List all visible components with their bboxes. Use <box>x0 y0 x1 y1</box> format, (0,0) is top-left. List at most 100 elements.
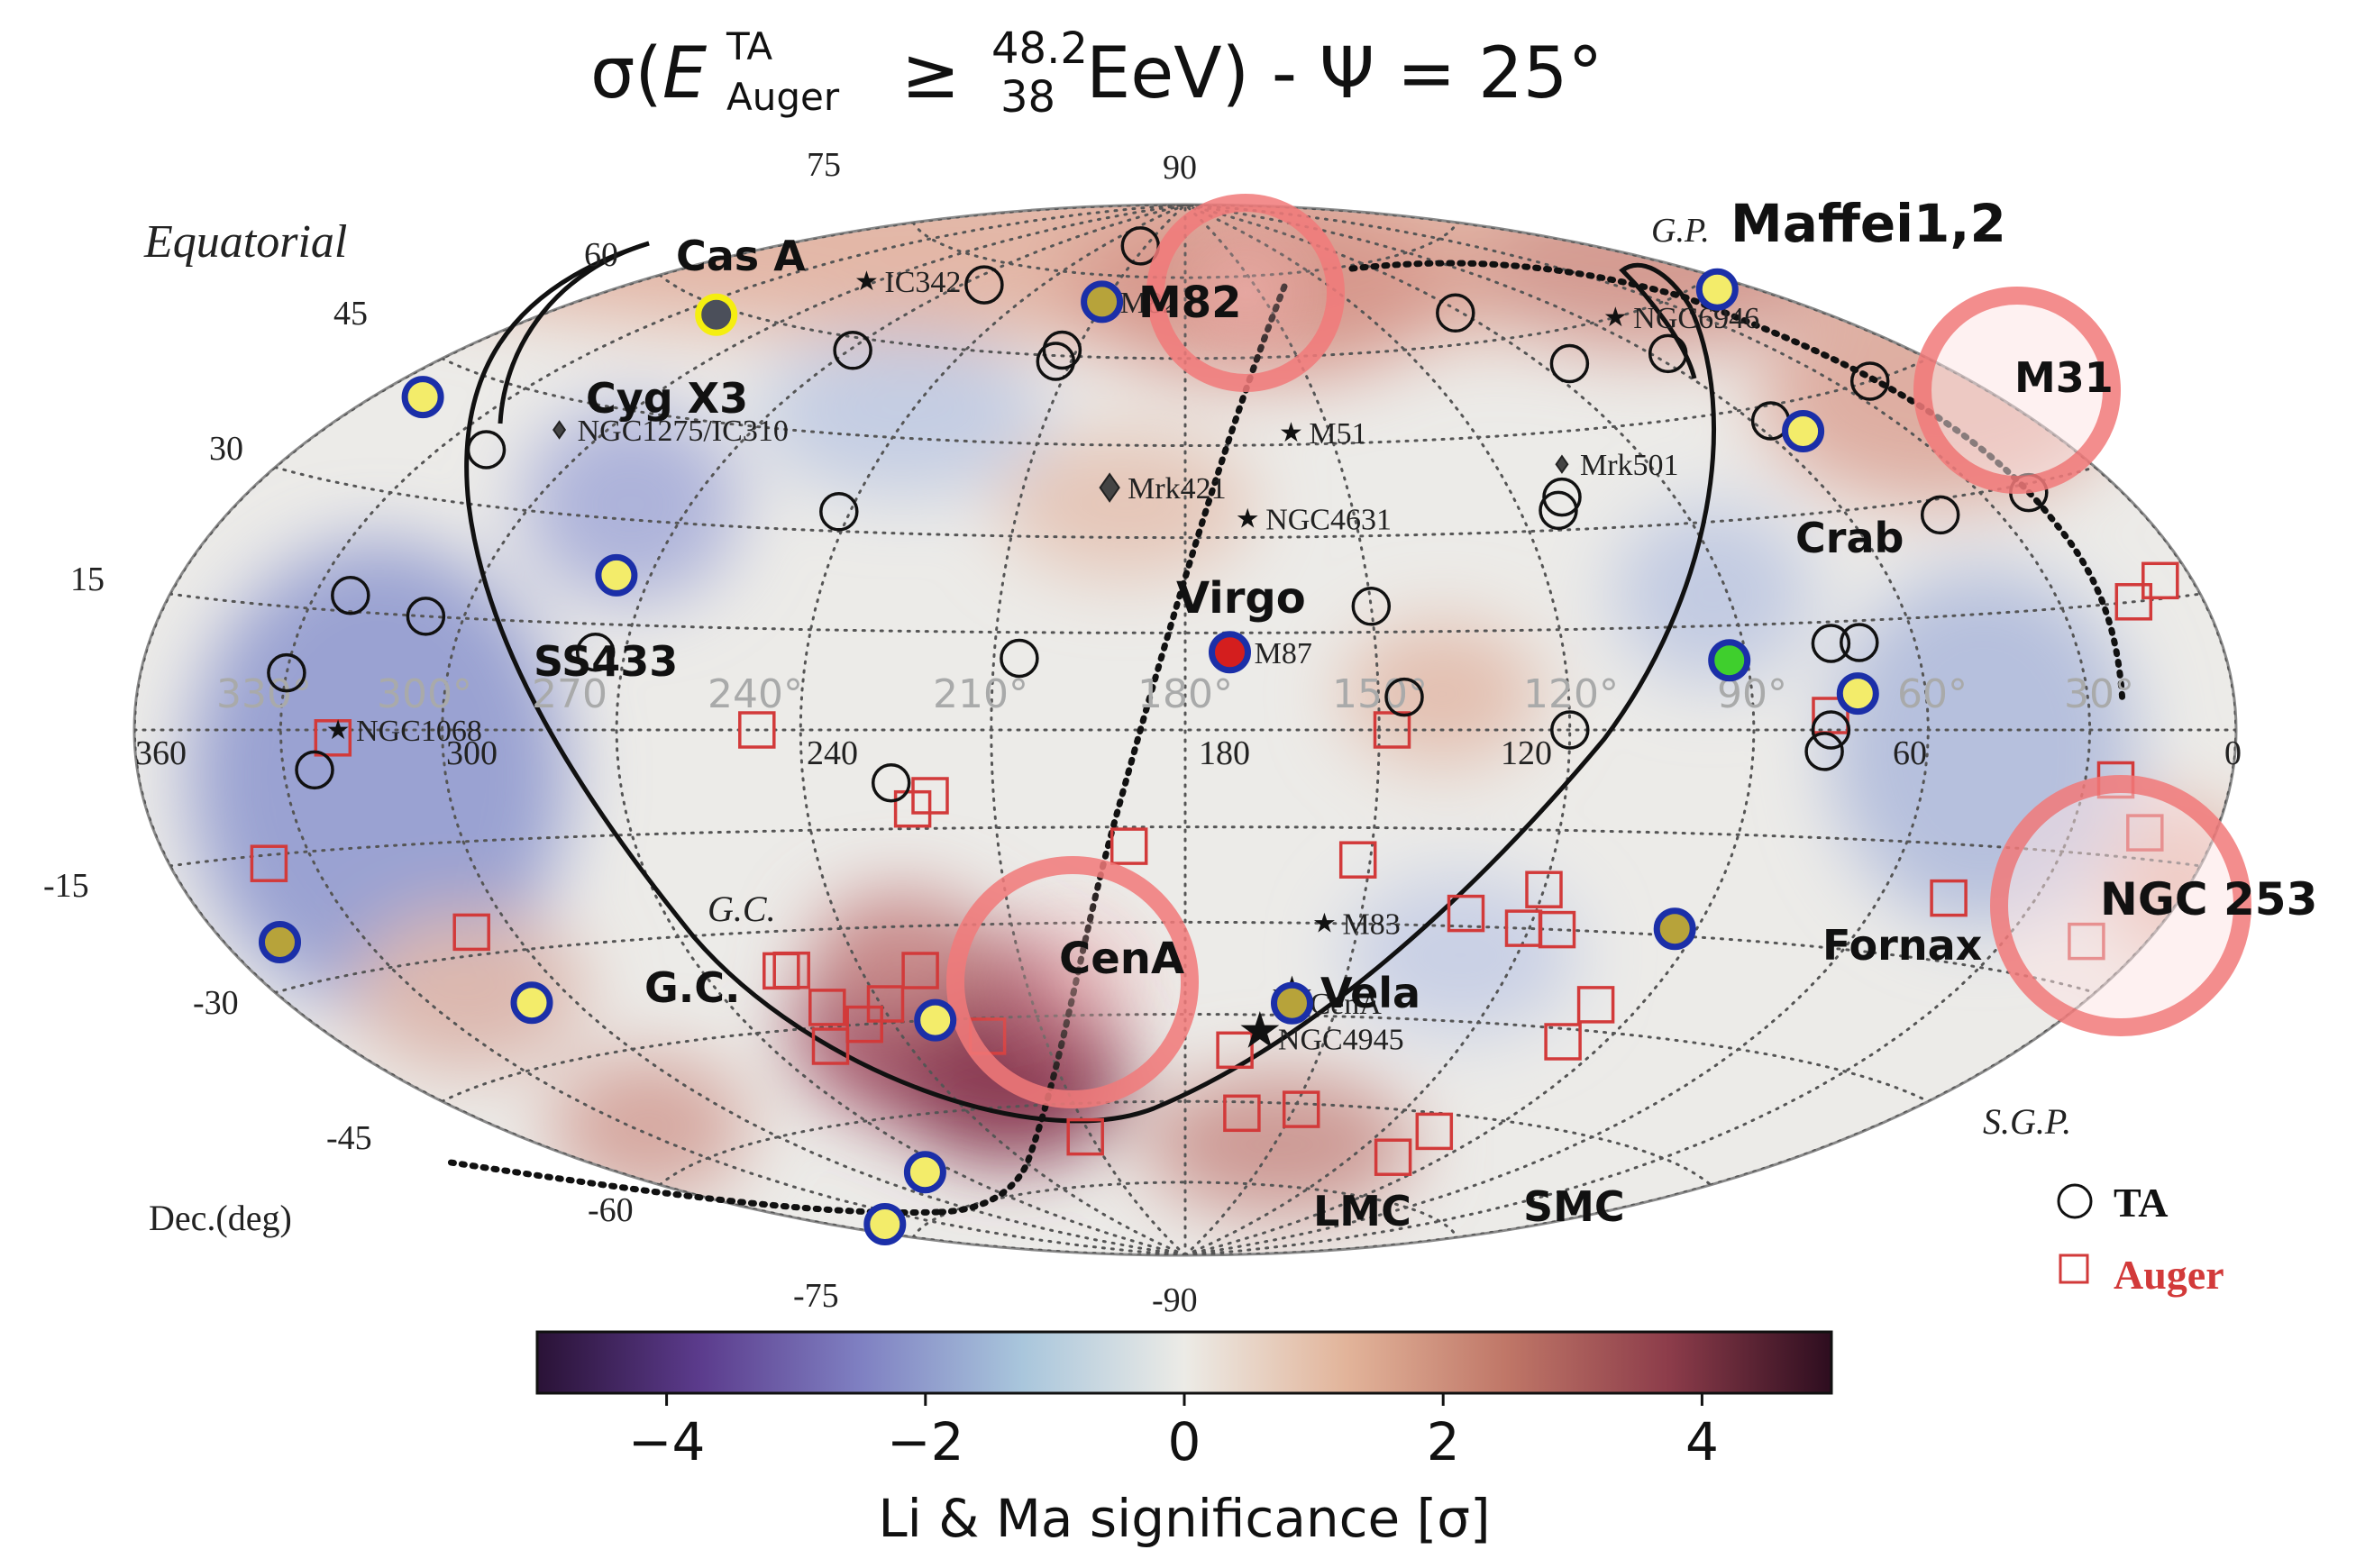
catalog-source: ★ M51 <box>1279 417 1367 451</box>
dec-label: -90 <box>1152 1281 1198 1319</box>
ta-event-marker <box>575 632 616 672</box>
dec-label: -75 <box>793 1277 839 1315</box>
legend-ta-marker <box>2057 1183 2093 1219</box>
ta-event-marker <box>1920 495 1960 535</box>
circle-m31 <box>1913 287 2121 494</box>
ta-event-marker <box>1648 333 1688 374</box>
catalog-star-marker: ★ <box>1312 908 1337 940</box>
auger-event-marker <box>314 719 352 757</box>
auger-event-marker <box>1066 1117 1104 1156</box>
catalog-source-label: NGC6946 <box>1633 302 1759 335</box>
catalog-source-label: NGC4945 <box>1278 1024 1404 1057</box>
auger-event-marker <box>1812 697 1849 734</box>
colorbar: −4 −2 0 2 4 Li & Ma significance [σ] <box>535 1330 1833 1549</box>
dec-axis-label: Dec.(deg) <box>149 1198 292 1238</box>
ta-event-marker <box>1436 293 1475 333</box>
catalog-star-marker: ★ <box>854 266 879 297</box>
ta-event-marker <box>406 597 446 636</box>
colorbar-tick-label: 4 <box>1685 1411 1719 1472</box>
auger-event-marker <box>866 985 905 1023</box>
label-crab: Crab <box>1795 514 1904 562</box>
highlighted-source-marker <box>1653 907 1696 951</box>
label-m82: M82 <box>1138 278 1242 328</box>
ra-gridline <box>1183 205 1931 1255</box>
ta-event-marker <box>1542 477 1582 517</box>
ta-event-marker <box>1042 330 1082 370</box>
svg-text:σ(E: σ(E <box>590 33 708 114</box>
title-unit: EeV) - Ψ = 25° <box>1086 33 1603 114</box>
ra-labels: 360 300 240 180 120 60 0 <box>135 734 2242 772</box>
ra-label: 240 <box>807 734 858 772</box>
label-virgo: Virgo <box>1176 573 1306 624</box>
ta-event-marker <box>1840 623 1879 662</box>
ta-event-marker <box>833 331 872 370</box>
ta-event-marker <box>295 750 334 790</box>
auger-event-marker <box>1504 909 1543 947</box>
title-upper-value: 48.2 <box>991 23 1088 74</box>
label-smc: SMC <box>1523 1182 1625 1231</box>
glon-label: 240° <box>708 671 803 717</box>
ta-event-marker <box>1804 732 1844 771</box>
auger-event-marker <box>1223 1094 1261 1133</box>
catalog-star-marker: ★ <box>1279 417 1303 449</box>
colorbar-tick-label: 2 <box>1427 1411 1460 1472</box>
catalog-source-label: NGC4631 <box>1265 504 1392 537</box>
colorbar-gradient <box>535 1330 1833 1395</box>
ra-label: 300 <box>446 734 498 772</box>
catalog-source-label: Mrk501 <box>1580 449 1679 482</box>
auger-event-marker <box>250 844 288 882</box>
chart-title: σ(E TA Auger ≥ 48.2 38 EeV) - Ψ = 25° <box>590 23 1603 123</box>
sgp-label: S.G.P. <box>1983 1101 2071 1142</box>
auger-event-marker <box>1544 1023 1582 1061</box>
auger-event-marker <box>1930 879 1968 917</box>
legend-ta-label: TA <box>2114 1180 2169 1226</box>
highlighted-source-marker <box>1782 410 1825 452</box>
glon-label: 270 <box>532 671 607 717</box>
gc-label: G.C. <box>708 889 776 929</box>
highlighted-source-marker <box>401 376 444 419</box>
label-m31: M31 <box>2014 353 2114 402</box>
catalog-diamond-marker <box>1099 472 1120 503</box>
ta-event-marker <box>819 492 859 532</box>
catalog-source-label: CenA <box>1310 988 1383 1021</box>
highlighted-source-marker <box>1081 280 1124 324</box>
highlighted-source-marker <box>903 1151 946 1194</box>
highlighted-source-marker <box>510 981 553 1025</box>
glon-label: 150° <box>1332 671 1428 717</box>
ta-event-marker <box>466 430 507 469</box>
legend: TA Auger <box>2057 1180 2224 1298</box>
auger-event-marker <box>1374 1138 1412 1176</box>
auger-event-marker <box>763 952 800 990</box>
ta-event-marker <box>964 265 1004 305</box>
highlighted-source-marker <box>259 921 301 963</box>
dec-label: 15 <box>70 561 105 598</box>
ta-event-marker <box>1811 710 1851 750</box>
label-lmc: LMC <box>1313 1187 1411 1235</box>
highlighted-source-marker <box>1695 268 1739 311</box>
label-gc: G.C. <box>644 963 740 1012</box>
dec-label: -60 <box>588 1191 634 1229</box>
dec-gridline <box>441 357 1930 447</box>
dec-label: 90 <box>1163 149 1197 187</box>
dec-label: -45 <box>326 1119 372 1157</box>
ra-label: 120 <box>1501 734 1552 772</box>
dec-label: -30 <box>193 984 239 1022</box>
dec-gridline <box>911 221 1459 279</box>
label-ngc253: NGC 253 <box>2100 873 2317 925</box>
galactic-lon-labels: 330° 300° 270 240° 210° 180° 150° 120° 9… <box>216 671 2134 717</box>
auger-event-marker <box>2114 583 2153 621</box>
catalog-source: ★ M83 <box>1312 908 1401 942</box>
ra-gridline <box>440 205 1187 1255</box>
glon-label: 120° <box>1523 671 1619 717</box>
auger-event-marker <box>808 989 846 1026</box>
auger-event-marker <box>2141 561 2179 600</box>
colorbar-tick-label: 0 <box>1168 1411 1201 1472</box>
catalog-diamond-marker <box>552 420 567 440</box>
glon-label: 330° <box>216 671 312 717</box>
dec-labels: 90 75 60 45 30 15 -15 -30 -45 -60 -75 -9… <box>43 146 1198 1319</box>
title-superscript: TA <box>726 24 772 68</box>
auger-event-marker <box>1282 1090 1320 1128</box>
title-subscript: Auger <box>726 75 840 119</box>
highlighted-source-marker <box>1271 981 1313 1025</box>
